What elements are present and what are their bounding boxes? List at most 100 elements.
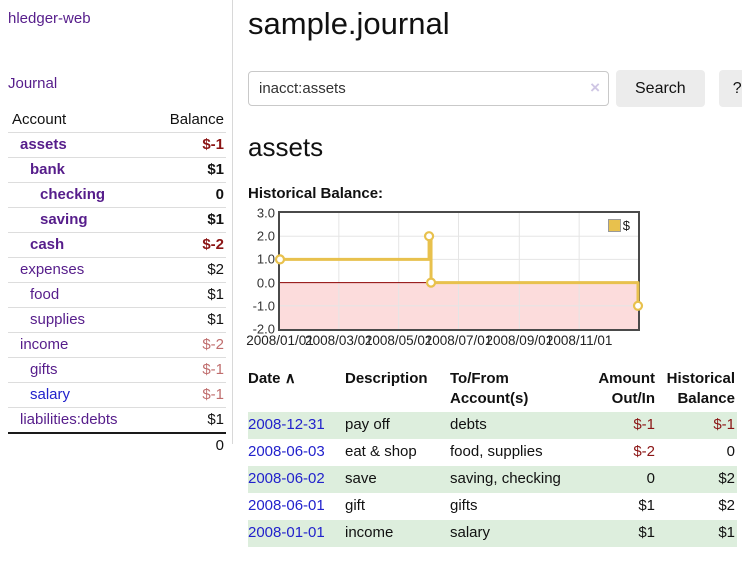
transaction-balance: $2	[657, 466, 737, 493]
account-balance: 0	[149, 182, 226, 208]
transaction-description: income	[345, 520, 450, 547]
sidebar-item-journal[interactable]: Journal	[8, 75, 58, 92]
journal-row: 2008-01-01 income salary $1 $1	[248, 520, 737, 547]
y-tick-label: -1.0	[252, 298, 275, 314]
account-row-liabilities-debts: liabilities:debts $1	[8, 407, 226, 433]
transaction-date-link[interactable]: 2008-01-01	[248, 524, 325, 541]
journal-row: 2008-06-01 gift gifts $1 $2	[248, 493, 737, 520]
account-row-food: food $1	[8, 282, 226, 308]
transaction-amount: $-1	[580, 412, 657, 439]
x-tick-label: 2008/05/01	[364, 333, 433, 348]
account-row-supplies: supplies $1	[8, 307, 226, 333]
account-balance: $-1	[149, 382, 226, 408]
sidebar: hledger-web Journal Account Balance asse…	[0, 0, 233, 458]
transaction-amount: $1	[638, 497, 655, 514]
account-balance: $1	[149, 407, 226, 433]
account-link[interactable]: food	[30, 286, 60, 303]
legend-swatch-icon	[607, 219, 621, 232]
chart-title: Historical Balance:	[248, 185, 384, 202]
account-link[interactable]: expenses	[20, 261, 85, 278]
account-row-checking: checking 0	[8, 182, 226, 208]
accounts-header-balance: Balance	[169, 111, 224, 128]
transaction-description: save	[345, 466, 450, 493]
x-tick-label: 2008/03/01	[305, 333, 373, 348]
transaction-accounts: debts	[450, 412, 580, 439]
account-row-gifts: gifts $-1	[8, 357, 226, 383]
account-link[interactable]: liabilities:debts	[20, 411, 118, 428]
journal-table: Date ∧ Description To/From Account(s) Am…	[248, 367, 737, 547]
search-bar: × Search ?	[248, 70, 742, 107]
account-row-saving: saving $1	[8, 207, 226, 233]
balance-chart-plot	[274, 213, 644, 329]
account-heading: assets	[248, 132, 324, 162]
search-input[interactable]	[248, 71, 609, 106]
y-tick-label: 0.0	[256, 275, 275, 291]
transaction-date-link[interactable]: 2008-06-03	[248, 443, 325, 460]
account-balance: $1	[149, 282, 226, 308]
x-tick-label: 2008/07/01	[424, 333, 493, 348]
y-tick-label: 3.0	[256, 205, 275, 221]
transaction-balance: $1	[657, 520, 737, 547]
account-link[interactable]: cash	[30, 236, 65, 253]
accounts-table-header: Account Balance	[8, 108, 226, 133]
transaction-date-link[interactable]: 2008-12-31	[248, 416, 325, 433]
transaction-accounts: food, supplies	[450, 443, 543, 460]
x-tick-label: 2008/01/01	[246, 333, 314, 348]
transaction-accounts: gifts	[450, 497, 478, 514]
account-balance: $-1	[149, 132, 226, 158]
transaction-amount: $-2	[633, 443, 655, 460]
journal-table-header: Date ∧ Description To/From Account(s) Am…	[248, 367, 737, 412]
transaction-date-link[interactable]: 2008-06-02	[248, 470, 325, 487]
journal-row: 2008-12-31 pay off debts $-1 $-1	[248, 412, 737, 439]
transaction-date-link[interactable]: 2008-06-01	[248, 497, 325, 514]
accounts-table: Account Balance assets $-1 bank $1 check…	[8, 108, 226, 458]
account-balance: $1	[149, 157, 226, 183]
account-link[interactable]: saving	[40, 211, 88, 228]
chart-x-axis-labels: 2008/01/01 2008/03/01 2008/05/01 2008/07/01…	[246, 331, 640, 349]
app-title-link[interactable]: hledger-web	[8, 10, 91, 27]
account-balance: $-1	[149, 357, 226, 383]
chart-plot-area: $	[274, 211, 644, 331]
transaction-balance: $2	[718, 497, 735, 514]
transaction-description: pay off	[345, 412, 450, 439]
journal-row: 2008-06-02 save saving, checking 0 $2	[248, 466, 737, 493]
page-title: sample.journal	[248, 6, 450, 41]
journal-header-date[interactable]: Date ∧	[248, 370, 296, 387]
main-content: sample.journal × Search ? assets Histori…	[233, 0, 742, 547]
account-link[interactable]: checking	[40, 186, 106, 203]
account-link[interactable]: gifts	[30, 361, 58, 378]
transaction-description: gift	[345, 497, 366, 514]
transaction-accounts: salary	[450, 520, 580, 547]
account-balance: $-2	[149, 232, 226, 258]
account-link[interactable]: salary	[30, 386, 71, 403]
account-row-cash: cash $-2	[8, 232, 226, 258]
transaction-balance: $-1	[657, 412, 737, 439]
account-balance: $-2	[149, 332, 226, 358]
account-balance: $1	[149, 207, 226, 233]
legend-label: $	[622, 218, 630, 233]
clear-search-icon[interactable]: ×	[590, 78, 600, 97]
account-balance: $2	[149, 257, 226, 283]
x-tick-label: 2008/09/01	[485, 333, 554, 348]
account-row-salary: salary $-1	[8, 382, 226, 408]
help-button[interactable]: ?	[718, 70, 742, 107]
account-link[interactable]: bank	[30, 161, 66, 178]
account-balance: $1	[149, 307, 226, 333]
transaction-accounts: saving, checking	[450, 466, 580, 493]
accounts-total-row: 0	[8, 432, 226, 458]
transaction-balance: 0	[726, 443, 735, 460]
account-row-expenses: expenses $2	[8, 257, 226, 283]
x-tick-label: 2008/11/01	[545, 333, 613, 348]
transaction-amount: $1	[580, 520, 657, 547]
transaction-description: eat & shop	[345, 443, 417, 460]
account-link[interactable]: assets	[20, 136, 67, 153]
account-link[interactable]: supplies	[30, 311, 86, 328]
account-link[interactable]: income	[20, 336, 69, 353]
journal-header-amount: Amount Out/In	[598, 370, 655, 407]
sort-asc-icon: ∧	[284, 370, 296, 387]
search-button[interactable]: Search	[616, 70, 705, 107]
y-tick-label: 2.0	[256, 228, 275, 244]
y-tick-label: 1.0	[256, 251, 275, 267]
accounts-total-value: 0	[149, 432, 226, 458]
app-layout: hledger-web Journal Account Balance asse…	[0, 0, 742, 547]
